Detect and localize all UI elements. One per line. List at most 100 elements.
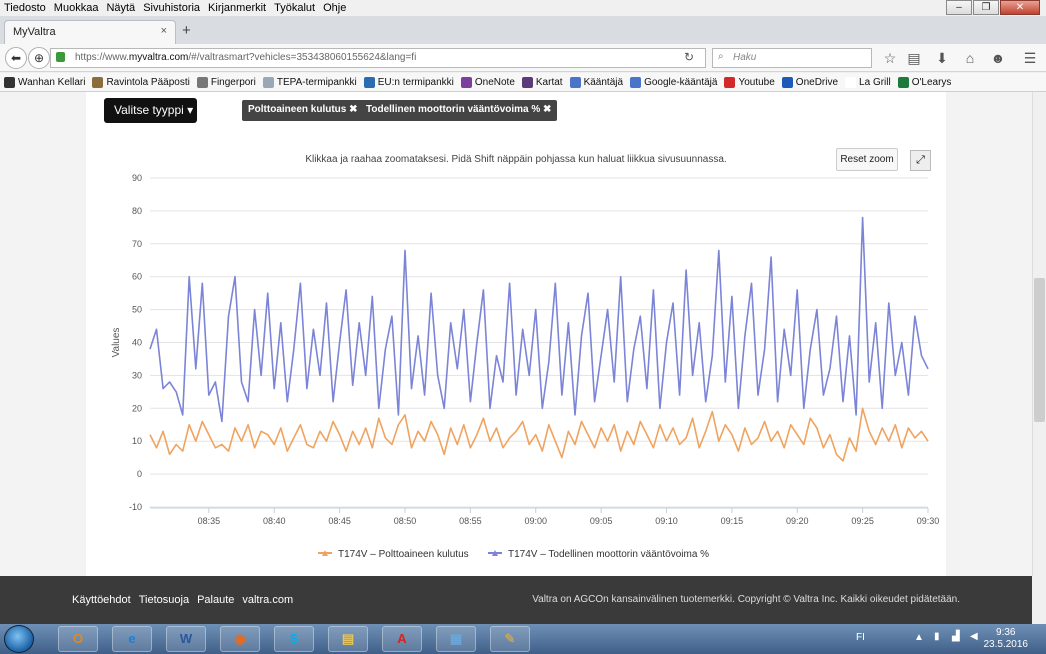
footer-link[interactable]: Käyttöehdot	[72, 594, 131, 606]
bookmark-star-icon[interactable]: ☆	[883, 50, 897, 66]
taskbar-word-icon[interactable]: W	[166, 626, 206, 652]
taskbar-skype-icon[interactable]: S	[274, 626, 314, 652]
chat-icon[interactable]: ☻	[990, 50, 1006, 66]
start-button[interactable]	[4, 625, 34, 653]
bookmarks-toolbar: Wanhan Kellari Ravintola Pääposti Fingerpo…	[0, 73, 1046, 92]
line-chart[interactable]: 90 80 70 60 50 40 30 20 10 0 -10 08:35 08:40 08:45 08:…	[86, 136, 946, 576]
filter-chip-torque[interactable]: Todellinen moottorin vääntövoima % ✖	[360, 100, 558, 121]
y-tick-label: 60	[132, 272, 142, 282]
taskbar-outlook-icon[interactable]: O	[58, 626, 98, 652]
menu-icon[interactable]: ☰	[1023, 50, 1037, 66]
select-type-button[interactable]: Valitse tyyppi ▾	[104, 98, 197, 123]
menu-item[interactable]: Ohje	[323, 2, 347, 14]
bookmark-item[interactable]: O'Learys	[897, 76, 951, 88]
bookmark-label: EU:n termipankki	[377, 76, 454, 88]
bookmark-item[interactable]: Kääntäjä	[569, 76, 623, 88]
volume-icon[interactable]: ◀	[970, 631, 978, 642]
bookmark-label: La Grill	[859, 76, 891, 88]
bookmark-icon	[630, 76, 642, 88]
x-tick-label: 08:55	[459, 516, 482, 526]
footer-copyright: Valtra on AGCOn kansainvälinen tuotemerk…	[532, 594, 960, 605]
expand-icon[interactable]: ⤢	[910, 150, 931, 171]
maximize-button[interactable]: ❐	[973, 0, 999, 15]
bookmark-icon	[521, 76, 533, 88]
taskbar-firefox-icon[interactable]: ◉	[220, 626, 260, 652]
language-indicator[interactable]: FI	[856, 632, 865, 643]
new-tab-button[interactable]: +	[182, 22, 191, 39]
menu-item[interactable]: Muokkaa	[53, 2, 99, 14]
close-tab-icon[interactable]: ×	[160, 25, 167, 37]
search-input[interactable]: ⌕ Haku	[712, 48, 872, 68]
filter-chip-fuel[interactable]: Polttoaineen kulutus ✖	[242, 100, 364, 121]
x-tick-label: 09:00	[524, 516, 547, 526]
bookmark-icon	[724, 76, 736, 88]
taskbar-internet-explorer-icon[interactable]: e	[112, 626, 152, 652]
footer-link[interactable]: valtra.com	[242, 594, 294, 606]
menu-item[interactable]: Näytä	[106, 2, 136, 14]
network-app-glyph: ▦	[449, 631, 463, 646]
x-tick-label: 09:30	[917, 516, 940, 526]
taskbar-network-app-icon[interactable]: ▦	[436, 626, 476, 652]
close-window-button[interactable]: ✕	[1000, 0, 1040, 15]
bookmark-item[interactable]: Wanhan Kellari	[4, 76, 85, 88]
bookmark-item[interactable]: EU:n termipankki	[363, 76, 454, 88]
download-icon[interactable]: ⬇	[936, 50, 948, 66]
footer-link[interactable]: Tietosuoja	[138, 594, 190, 606]
bookmark-icon	[262, 76, 274, 88]
minimize-button[interactable]: –	[946, 0, 972, 15]
menu-item[interactable]: Työkalut	[274, 2, 316, 14]
scrollbar-thumb[interactable]	[1034, 278, 1045, 422]
bookmark-item[interactable]: OneNote	[460, 76, 515, 88]
taskbar-explorer-icon[interactable]: ▤	[328, 626, 368, 652]
bookmark-item[interactable]: TEPA-termipankki	[262, 76, 357, 88]
signal-icon[interactable]: ▟	[952, 631, 960, 642]
legend-marker	[322, 550, 328, 556]
back-button[interactable]: ⬅	[5, 47, 27, 69]
y-tick-label: 20	[132, 403, 142, 413]
clock[interactable]: 9:36 23.5.2016	[984, 627, 1029, 651]
bookmark-item[interactable]: La Grill	[845, 76, 891, 88]
bookmark-label: TEPA-termipankki	[276, 76, 357, 88]
bookmark-label: Ravintola Pääposti	[106, 76, 190, 88]
reload-icon[interactable]: ↻	[684, 50, 695, 64]
x-tick-label: 09:20	[786, 516, 809, 526]
taskbar-acrobat-icon[interactable]: A	[382, 626, 422, 652]
tab-myvaltra[interactable]: MyValtra ×	[4, 20, 176, 44]
bookmark-item[interactable]: OneDrive	[781, 76, 838, 88]
window-controls: – ❐ ✕	[946, 0, 1040, 15]
menu-item[interactable]: Sivuhistoria	[143, 2, 201, 14]
bookmark-item[interactable]: Youtube	[724, 76, 775, 88]
url-bar[interactable]: https://www.myvaltra.com/#/valtrasmart?v…	[50, 48, 706, 68]
url-path: /#/valtrasmart?vehicles=353438060155624&…	[188, 52, 417, 63]
taskbar-paint-icon[interactable]: ✎	[490, 626, 530, 652]
bookmark-item[interactable]: Ravintola Pääposti	[92, 76, 190, 88]
menu-item[interactable]: Tiedosto	[4, 2, 46, 14]
x-tick-label: 08:45	[328, 516, 351, 526]
paint-glyph: ✎	[504, 631, 516, 646]
menu-item[interactable]: Kirjanmerkit	[208, 2, 267, 14]
bookmark-label: Youtube	[738, 76, 775, 88]
chart-container: Klikkaa ja raahaa zoomataksesi. Pidä Shi…	[86, 136, 946, 576]
page-scrollbar[interactable]	[1032, 92, 1046, 576]
bookmark-icon	[4, 76, 15, 88]
legend-entry: T174V – Polttoaineen kulutus	[338, 549, 469, 560]
url-prefix: https://www.	[75, 52, 129, 63]
select-type-label: Valitse tyyppi	[114, 103, 184, 117]
home-icon[interactable]: ⌂	[965, 50, 975, 66]
bookmark-item[interactable]: Kartat	[521, 76, 563, 88]
x-tick-label: 08:40	[263, 516, 286, 526]
reset-zoom-button[interactable]: Reset zoom	[836, 148, 898, 171]
site-identity-icon[interactable]: ⊕	[28, 47, 50, 69]
bookmark-item[interactable]: Google-kääntäjä	[630, 76, 717, 88]
series-line	[149, 216, 929, 423]
network-icon[interactable]: ▮	[934, 631, 940, 642]
bookmark-item[interactable]: Fingerpori	[196, 76, 256, 88]
clock-time: 9:36	[996, 627, 1016, 638]
x-tick-label: 09:25	[851, 516, 874, 526]
bookmark-icon	[569, 76, 581, 88]
footer-link[interactable]: Palaute	[197, 594, 235, 606]
reading-list-icon[interactable]: ▤	[907, 50, 921, 66]
tray-arrow-icon[interactable]: ▲	[914, 632, 924, 643]
navigation-bar: ⬅ ⊕ https://www.myvaltra.com/#/valtrasma…	[0, 44, 1046, 72]
outlook-glyph: O	[72, 631, 84, 646]
